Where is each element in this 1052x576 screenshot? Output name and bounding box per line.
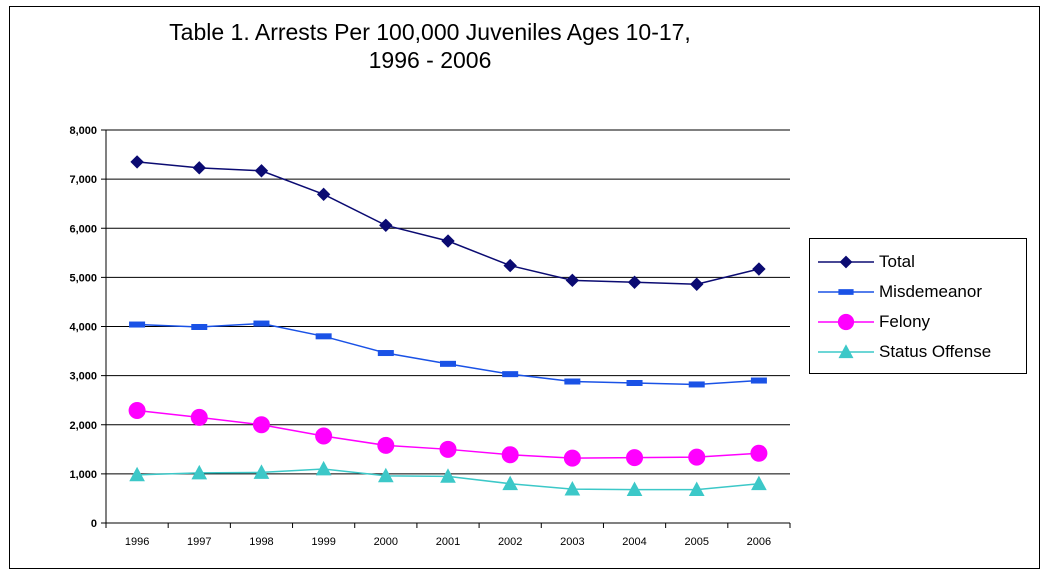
data-point-total (503, 258, 517, 273)
data-point-misdemeanor (315, 333, 332, 340)
legend-item-status-offense: Status Offense (810, 337, 1026, 367)
data-point-misdemeanor (626, 379, 643, 386)
data-point-misdemeanor (129, 321, 146, 328)
legend-label: Total (879, 252, 915, 271)
data-point-total (316, 187, 331, 202)
data-point-status-offense (564, 481, 581, 496)
y-tick-label: 6,000 (69, 223, 97, 235)
data-point-status-offense (502, 475, 519, 491)
y-tick-label: 4,000 (69, 322, 97, 334)
data-point-felony (128, 402, 146, 420)
data-point-total (752, 262, 766, 276)
data-point-felony (315, 427, 333, 445)
data-point-felony (190, 408, 208, 426)
data-point-felony (501, 446, 519, 464)
data-point-misdemeanor (564, 378, 581, 385)
data-point-status-offense (315, 460, 332, 476)
x-tick-label: 2005 (684, 536, 708, 548)
data-point-status-offense (688, 481, 705, 497)
x-tick-label: 2003 (560, 536, 584, 548)
x-tick-label: 1999 (311, 536, 335, 548)
data-point-misdemeanor (688, 381, 705, 388)
data-point-misdemeanor (253, 320, 270, 327)
legend-swatch-status-offense (818, 344, 874, 359)
chart-title-line-2: 1996 - 2006 (368, 47, 492, 73)
data-point-total (690, 277, 704, 291)
legend-swatch-marker (838, 289, 854, 295)
data-point-total (379, 218, 393, 233)
legend-swatch-misdemeanor (818, 289, 874, 295)
data-point-misdemeanor (502, 371, 519, 378)
data-point-total (130, 155, 144, 169)
legend-swatch-felony (818, 313, 874, 331)
data-point-felony (626, 449, 644, 467)
legend-swatch-marker (839, 255, 853, 269)
legend-swatch-marker (838, 344, 854, 359)
data-point-felony (750, 444, 768, 462)
x-tick-label: 2000 (374, 536, 398, 548)
data-point-felony (377, 436, 395, 454)
legend-label: Misdemeanor (879, 282, 982, 301)
x-tick-label: 2006 (747, 536, 771, 548)
data-point-felony (439, 440, 457, 458)
data-point-felony (252, 416, 270, 434)
data-point-misdemeanor (750, 377, 767, 384)
data-point-status-offense (440, 468, 456, 483)
y-tick-label: 5,000 (69, 272, 97, 284)
data-point-total (565, 273, 580, 288)
y-tick-label: 7,000 (69, 174, 97, 186)
legend-swatch-marker (837, 313, 855, 331)
y-tick-label: 1,000 (69, 469, 97, 481)
data-point-status-offense (626, 481, 643, 497)
x-tick-label: 2004 (622, 536, 646, 548)
data-point-total (441, 234, 455, 248)
legend-item-total: Total (810, 247, 1026, 277)
y-tick-label: 3,000 (69, 371, 97, 383)
legend: Total Misdemeanor Felony Status Offense (809, 238, 1027, 374)
x-tick-label: 1997 (187, 536, 211, 548)
data-point-total (254, 164, 269, 178)
y-tick-label: 2,000 (69, 420, 97, 432)
data-point-status-offense (191, 464, 208, 480)
x-tick-label: 2002 (498, 536, 522, 548)
legend-item-misdemeanor: Misdemeanor (810, 277, 1026, 307)
series-line-total (137, 161, 760, 286)
x-tick-label: 1998 (249, 536, 273, 548)
legend-label: Status Offense (879, 342, 992, 361)
data-point-status-offense (751, 475, 767, 491)
x-tick-label: 2001 (436, 536, 460, 548)
data-point-status-offense (377, 467, 394, 483)
data-point-misdemeanor (191, 323, 208, 330)
data-point-misdemeanor (440, 360, 456, 367)
x-tick-label: 1996 (125, 536, 149, 548)
data-point-total (192, 161, 206, 175)
legend-item-felony: Felony (810, 307, 1026, 337)
y-tick-label: 8,000 (69, 125, 97, 137)
data-point-misdemeanor (377, 350, 394, 357)
chart-title: Table 1. Arrests Per 100,000 Juveniles A… (130, 18, 730, 74)
y-tick-label: 0 (91, 518, 97, 530)
data-point-status-offense (253, 464, 270, 479)
legend-swatch-total (818, 255, 874, 269)
data-point-status-offense (129, 466, 145, 482)
chart-title-line-1: Table 1. Arrests Per 100,000 Juveniles A… (169, 19, 691, 45)
legend-label: Felony (879, 312, 931, 331)
data-point-felony (688, 448, 706, 466)
data-point-total (627, 275, 642, 289)
data-point-felony (563, 449, 581, 467)
